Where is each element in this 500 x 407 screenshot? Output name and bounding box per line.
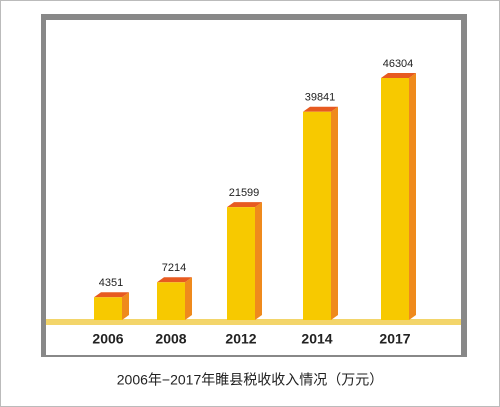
bar-side — [185, 277, 192, 320]
chart-title: 2006年−2017年睢县税收收入情况（万元） — [117, 372, 383, 388]
value-label: 46304 — [383, 58, 414, 70]
value-label: 21599 — [229, 187, 260, 199]
value-label: 4351 — [99, 277, 123, 289]
bar-side — [122, 292, 129, 320]
value-label: 7214 — [162, 262, 186, 274]
bar-side — [255, 202, 262, 320]
bar-side — [331, 106, 338, 320]
bar-top — [303, 106, 338, 112]
bar-top — [381, 73, 416, 78]
x-tick-label: 2008 — [155, 331, 186, 347]
x-tick-label: 2012 — [225, 331, 256, 347]
bar — [381, 78, 409, 320]
bar-top — [94, 292, 129, 298]
bar — [303, 111, 331, 320]
x-tick-label: 2006 — [92, 331, 123, 347]
bar — [94, 297, 122, 320]
bar-top — [157, 277, 192, 283]
bar-top — [227, 202, 262, 208]
x-tick-label: 2014 — [301, 331, 332, 347]
bar — [227, 207, 255, 320]
x-tick-label: 2017 — [379, 331, 410, 347]
bar-side — [409, 73, 416, 320]
bar — [157, 282, 185, 320]
baseline — [46, 319, 461, 325]
value-label: 39841 — [305, 92, 336, 104]
